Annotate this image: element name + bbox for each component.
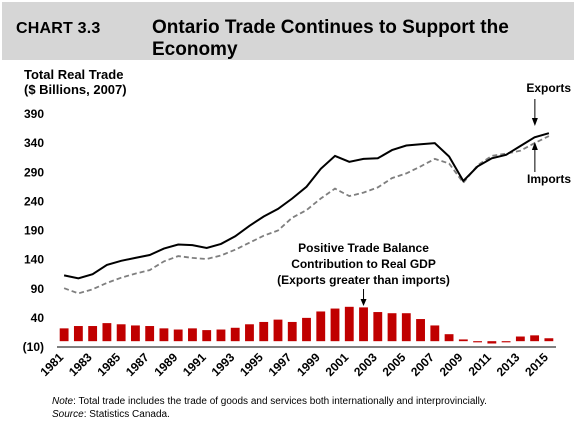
trade-balance-bar [416,319,425,342]
x-tick-label: 1985 [94,350,123,379]
balance-arrowhead [360,299,367,306]
y-tick-label: 140 [24,253,44,267]
trade-balance-bar [245,324,254,342]
x-tick-label: 1987 [123,350,152,379]
x-tick-label: 2013 [494,350,523,379]
trade-balance-bar [59,328,69,342]
trade-lines [63,132,550,295]
trade-balance-bar [273,319,283,342]
trade-balance-bar [216,329,226,342]
y-tick-label: 340 [24,136,44,150]
trade-balance-bar [145,326,155,342]
y-axis-label-line: ($ Billions, 2007) [24,82,127,97]
imports-annotation: Imports [527,172,571,186]
note-label: Note [52,396,74,407]
trade-balance-bar [401,313,411,342]
x-tick-label: 1995 [237,350,266,379]
y-axis-label-line: Total Real Trade [24,67,123,82]
note-line: Note: Total trade includes the trade of … [52,395,487,408]
x-tick-label: 2005 [380,350,409,379]
trade-balance-bars [59,306,554,344]
exports-annotation: Exports [526,81,571,95]
trade-balance-bar [344,306,354,342]
trade-balance-bar [316,311,326,342]
trade-balance-bar [130,325,140,342]
y-tick-label: 190 [24,224,44,238]
trade-balance-bar [230,327,240,342]
trade-balance-bar [159,328,169,342]
trade-balance-bar [302,317,311,342]
y-tick-label: (10) [23,340,44,354]
x-tick-label: 1989 [152,350,181,379]
trade-balance-bar [330,308,340,342]
x-tick-label: 1981 [37,350,66,379]
x-tick-label: 1993 [209,350,238,379]
y-tick-label: 90 [31,282,45,296]
trade-balance-bar [430,325,440,342]
x-tick-labels: 1981 1983 1985 1987 1989 1991 1993 1995 1997 1999… [37,350,551,379]
trade-balance-bar [259,321,269,342]
trade-balance-bar [544,338,554,342]
trade-balance-bar [458,339,468,342]
exports-line [63,132,550,280]
trade-balance-bar [387,313,397,342]
x-tick-label: 2003 [351,350,380,379]
x-tick-label: 1983 [66,350,95,379]
trade-balance-bar [287,321,297,342]
chart-number: CHART 3.3 [16,20,101,37]
note-text: : Total trade includes the trade of good… [73,396,487,407]
chart-header: CHART 3.3 Ontario Trade Continues to Sup… [2,2,574,60]
trade-balance-annotation-line: Contribution to Real GDP [291,257,436,271]
y-tick-label: 40 [31,311,45,325]
chart-title: Ontario Trade Continues to Support the E… [152,17,509,60]
trade-balance-bar [116,324,126,342]
imports-arrowhead [531,142,538,150]
x-tick-label: 2001 [323,350,352,379]
trade-balance-bar [73,326,83,342]
y-tick-labels: 390 340 290 240 190 140 90 40 (10) [23,107,45,354]
trade-balance-annotation-line: Positive Trade Balance [298,241,429,255]
x-tick-label: 2015 [522,350,551,379]
trade-balance-bar [202,330,212,342]
trade-balance-bar [473,341,483,343]
chart-footnote: Note: Total trade includes the trade of … [52,395,487,421]
source-label: Source [52,409,84,420]
y-tick-label: 240 [24,194,44,208]
y-tick-label: 390 [24,107,44,121]
trade-balance-bar [88,326,98,342]
source-line: Source: Statistics Canada. [52,408,487,421]
trade-balance-bar [102,323,112,342]
trade-balance-bar [515,336,525,342]
x-tick-label: 1999 [294,350,323,379]
x-tick-label: 2009 [437,350,466,379]
trade-balance-annotation-line: (Exports greater than imports) [277,273,450,287]
trade-balance-bar [530,335,540,342]
x-tick-label: 2011 [466,350,495,379]
trade-balance-bar [444,334,454,342]
source-text: : Statistics Canada. [83,409,170,420]
x-tick-label: 1997 [266,350,295,379]
trade-balance-bar [501,341,511,343]
y-axis-label: Total Real Trade($ Billions, 2007) [24,67,127,97]
trade-balance-bar [373,312,383,342]
x-tick-label: 1991 [180,350,209,379]
x-tick-label: 2007 [408,350,437,379]
exports-arrowhead [531,118,538,126]
trade-balance-bar [188,328,197,342]
trade-balance-bar [487,341,497,344]
y-tick-label: 290 [24,165,44,179]
trade-balance-bar [359,307,368,342]
annotations: Exports Imports Positive Trade Balance Cont… [277,81,571,306]
trade-balance-bar [173,329,183,342]
